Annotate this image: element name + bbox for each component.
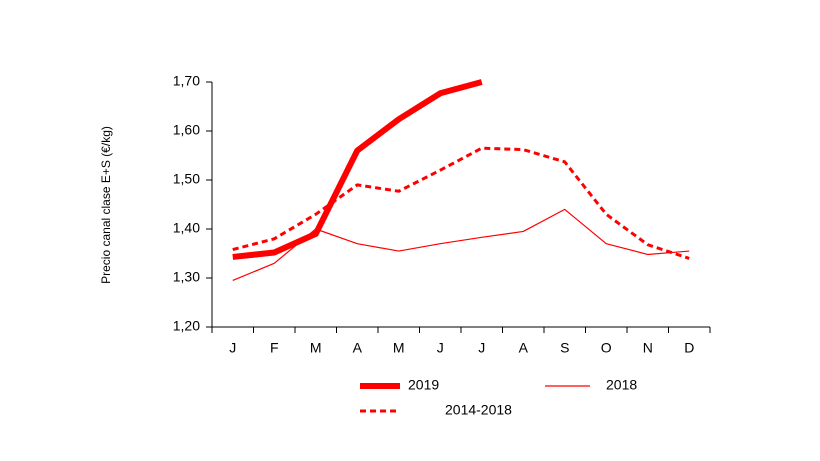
x-tick-label: O (601, 340, 612, 356)
x-tick-label: S (560, 340, 569, 356)
legend-label: 2019 (408, 377, 439, 393)
y-tick-label: 1,50 (173, 171, 200, 187)
legend-label: 2014-2018 (445, 402, 512, 418)
x-tick-label: M (393, 340, 405, 356)
x-tick-label: J (478, 340, 485, 356)
series-line (232, 146, 690, 260)
series-line (232, 79, 483, 260)
y-tick-label: 1,70 (173, 73, 200, 89)
y-axis-label: Precio canal clase E+S (€/kg) (99, 126, 113, 284)
x-tick-label: A (519, 340, 529, 356)
y-tick-label: 1,20 (173, 318, 200, 334)
x-tick-label: J (437, 340, 444, 356)
x-tick-label: M (310, 340, 322, 356)
series-line (232, 208, 690, 282)
x-tick-label: N (643, 340, 653, 356)
legend-label: 2018 (606, 377, 637, 393)
x-tick-label: J (229, 340, 236, 356)
x-tick-label: F (270, 340, 279, 356)
x-tick-label: D (684, 340, 694, 356)
y-tick-label: 1,30 (173, 269, 200, 285)
y-tick-label: 1,60 (173, 122, 200, 138)
x-tick-label: A (353, 340, 363, 356)
y-tick-label: 1,40 (173, 220, 200, 236)
